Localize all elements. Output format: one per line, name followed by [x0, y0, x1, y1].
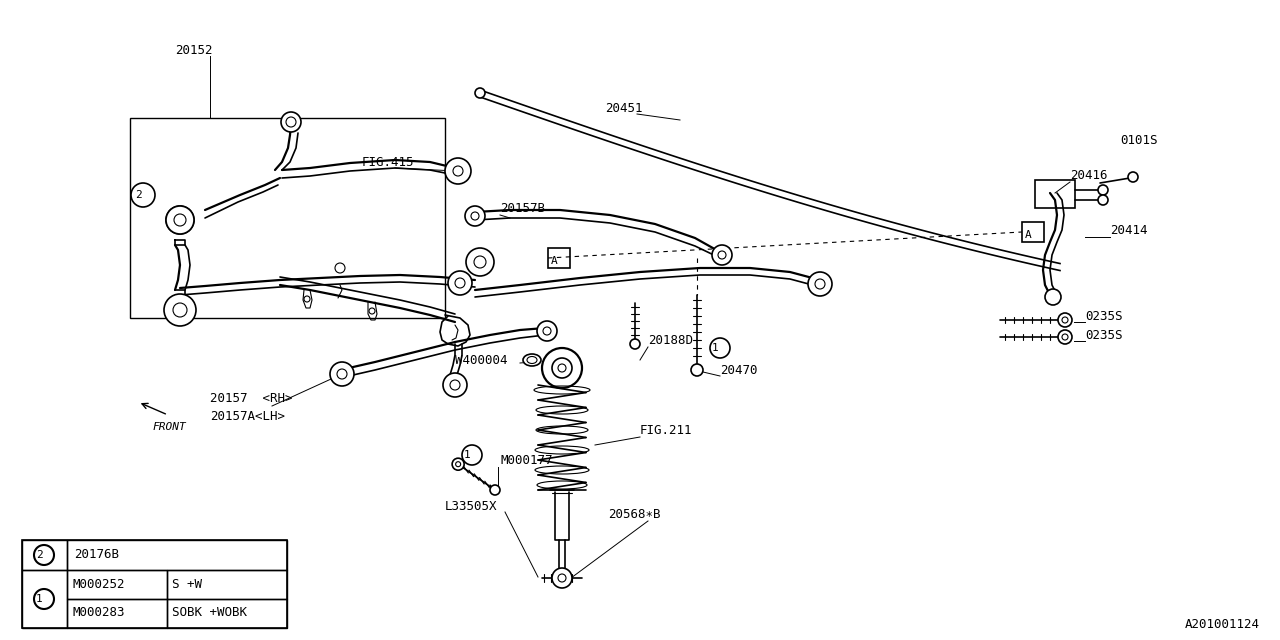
- Circle shape: [445, 158, 471, 184]
- Text: 20470: 20470: [721, 364, 758, 376]
- Circle shape: [1098, 185, 1108, 195]
- Bar: [22, 570, 67, 628]
- Circle shape: [1044, 289, 1061, 305]
- Text: 2: 2: [134, 190, 141, 200]
- Circle shape: [718, 251, 726, 259]
- Circle shape: [337, 369, 347, 379]
- Circle shape: [552, 568, 572, 588]
- Circle shape: [173, 303, 187, 317]
- Circle shape: [448, 271, 472, 295]
- Text: 1: 1: [463, 450, 470, 460]
- Circle shape: [330, 362, 355, 386]
- Circle shape: [538, 321, 557, 341]
- Circle shape: [691, 364, 703, 376]
- Circle shape: [369, 308, 375, 314]
- Bar: [67, 540, 287, 570]
- Circle shape: [541, 348, 582, 388]
- Circle shape: [452, 458, 465, 470]
- Circle shape: [808, 272, 832, 296]
- Text: 0235S: 0235S: [1085, 328, 1123, 342]
- Circle shape: [1062, 317, 1068, 323]
- Circle shape: [1059, 330, 1073, 344]
- Circle shape: [166, 206, 195, 234]
- Circle shape: [454, 278, 465, 288]
- Circle shape: [1062, 334, 1068, 340]
- Text: 2: 2: [36, 550, 42, 560]
- Circle shape: [166, 206, 195, 234]
- Circle shape: [1098, 195, 1108, 205]
- Text: 20152: 20152: [175, 44, 212, 56]
- Text: FRONT: FRONT: [152, 422, 186, 432]
- Text: M000283: M000283: [72, 607, 124, 620]
- Circle shape: [490, 485, 500, 495]
- Circle shape: [285, 117, 296, 127]
- Text: 20414: 20414: [1110, 223, 1147, 237]
- Circle shape: [552, 358, 572, 378]
- Text: 20568∗B: 20568∗B: [608, 509, 660, 522]
- Text: A: A: [1025, 230, 1032, 240]
- Circle shape: [35, 589, 54, 609]
- Bar: [548, 248, 570, 268]
- Text: 0235S: 0235S: [1085, 310, 1123, 323]
- Text: 20157  <RH>: 20157 <RH>: [210, 392, 293, 404]
- Circle shape: [815, 279, 826, 289]
- Text: 0101S: 0101S: [1120, 134, 1157, 147]
- Circle shape: [335, 263, 346, 273]
- Circle shape: [466, 248, 494, 276]
- Circle shape: [453, 166, 463, 176]
- Circle shape: [712, 245, 732, 265]
- Circle shape: [164, 294, 196, 326]
- Bar: [166, 599, 287, 628]
- Circle shape: [282, 112, 301, 132]
- Text: L33505X: L33505X: [445, 500, 498, 513]
- Circle shape: [174, 214, 186, 226]
- Ellipse shape: [524, 354, 541, 366]
- Text: 20176B: 20176B: [74, 548, 119, 561]
- Text: 20451: 20451: [605, 102, 643, 115]
- Text: 20157A<LH>: 20157A<LH>: [210, 410, 285, 422]
- Circle shape: [1128, 172, 1138, 182]
- Text: A: A: [550, 256, 558, 266]
- Circle shape: [558, 364, 566, 372]
- Circle shape: [471, 212, 479, 220]
- Text: 20416: 20416: [1070, 168, 1107, 182]
- Circle shape: [443, 373, 467, 397]
- Circle shape: [456, 461, 461, 467]
- Circle shape: [451, 380, 460, 390]
- Circle shape: [543, 327, 550, 335]
- Text: 20188D: 20188D: [648, 333, 692, 346]
- Circle shape: [710, 338, 730, 358]
- Text: 1: 1: [36, 594, 42, 604]
- Bar: [1036, 180, 1075, 208]
- Text: 1: 1: [712, 343, 718, 353]
- Text: S +W: S +W: [172, 577, 202, 591]
- Bar: [22, 540, 287, 628]
- Bar: [67, 570, 166, 599]
- Circle shape: [462, 445, 483, 465]
- Circle shape: [630, 339, 640, 349]
- Text: 20157B: 20157B: [500, 202, 545, 214]
- Circle shape: [174, 214, 186, 226]
- Circle shape: [305, 296, 310, 302]
- Text: FIG.211: FIG.211: [640, 424, 692, 436]
- Bar: [131, 118, 445, 318]
- Text: SOBK +WOBK: SOBK +WOBK: [172, 607, 247, 620]
- Circle shape: [131, 183, 155, 207]
- Circle shape: [474, 256, 486, 268]
- Bar: [67, 599, 166, 628]
- Text: W400004: W400004: [454, 353, 507, 367]
- Circle shape: [1059, 313, 1073, 327]
- Text: M000252: M000252: [72, 577, 124, 591]
- Bar: [166, 570, 287, 599]
- Bar: [1021, 222, 1044, 242]
- Circle shape: [558, 574, 566, 582]
- Text: A201001124: A201001124: [1185, 618, 1260, 632]
- Circle shape: [465, 206, 485, 226]
- Bar: [22, 540, 67, 570]
- Text: M000177: M000177: [500, 454, 553, 467]
- Circle shape: [35, 545, 54, 565]
- Text: FIG.415: FIG.415: [362, 156, 415, 168]
- Circle shape: [475, 88, 485, 98]
